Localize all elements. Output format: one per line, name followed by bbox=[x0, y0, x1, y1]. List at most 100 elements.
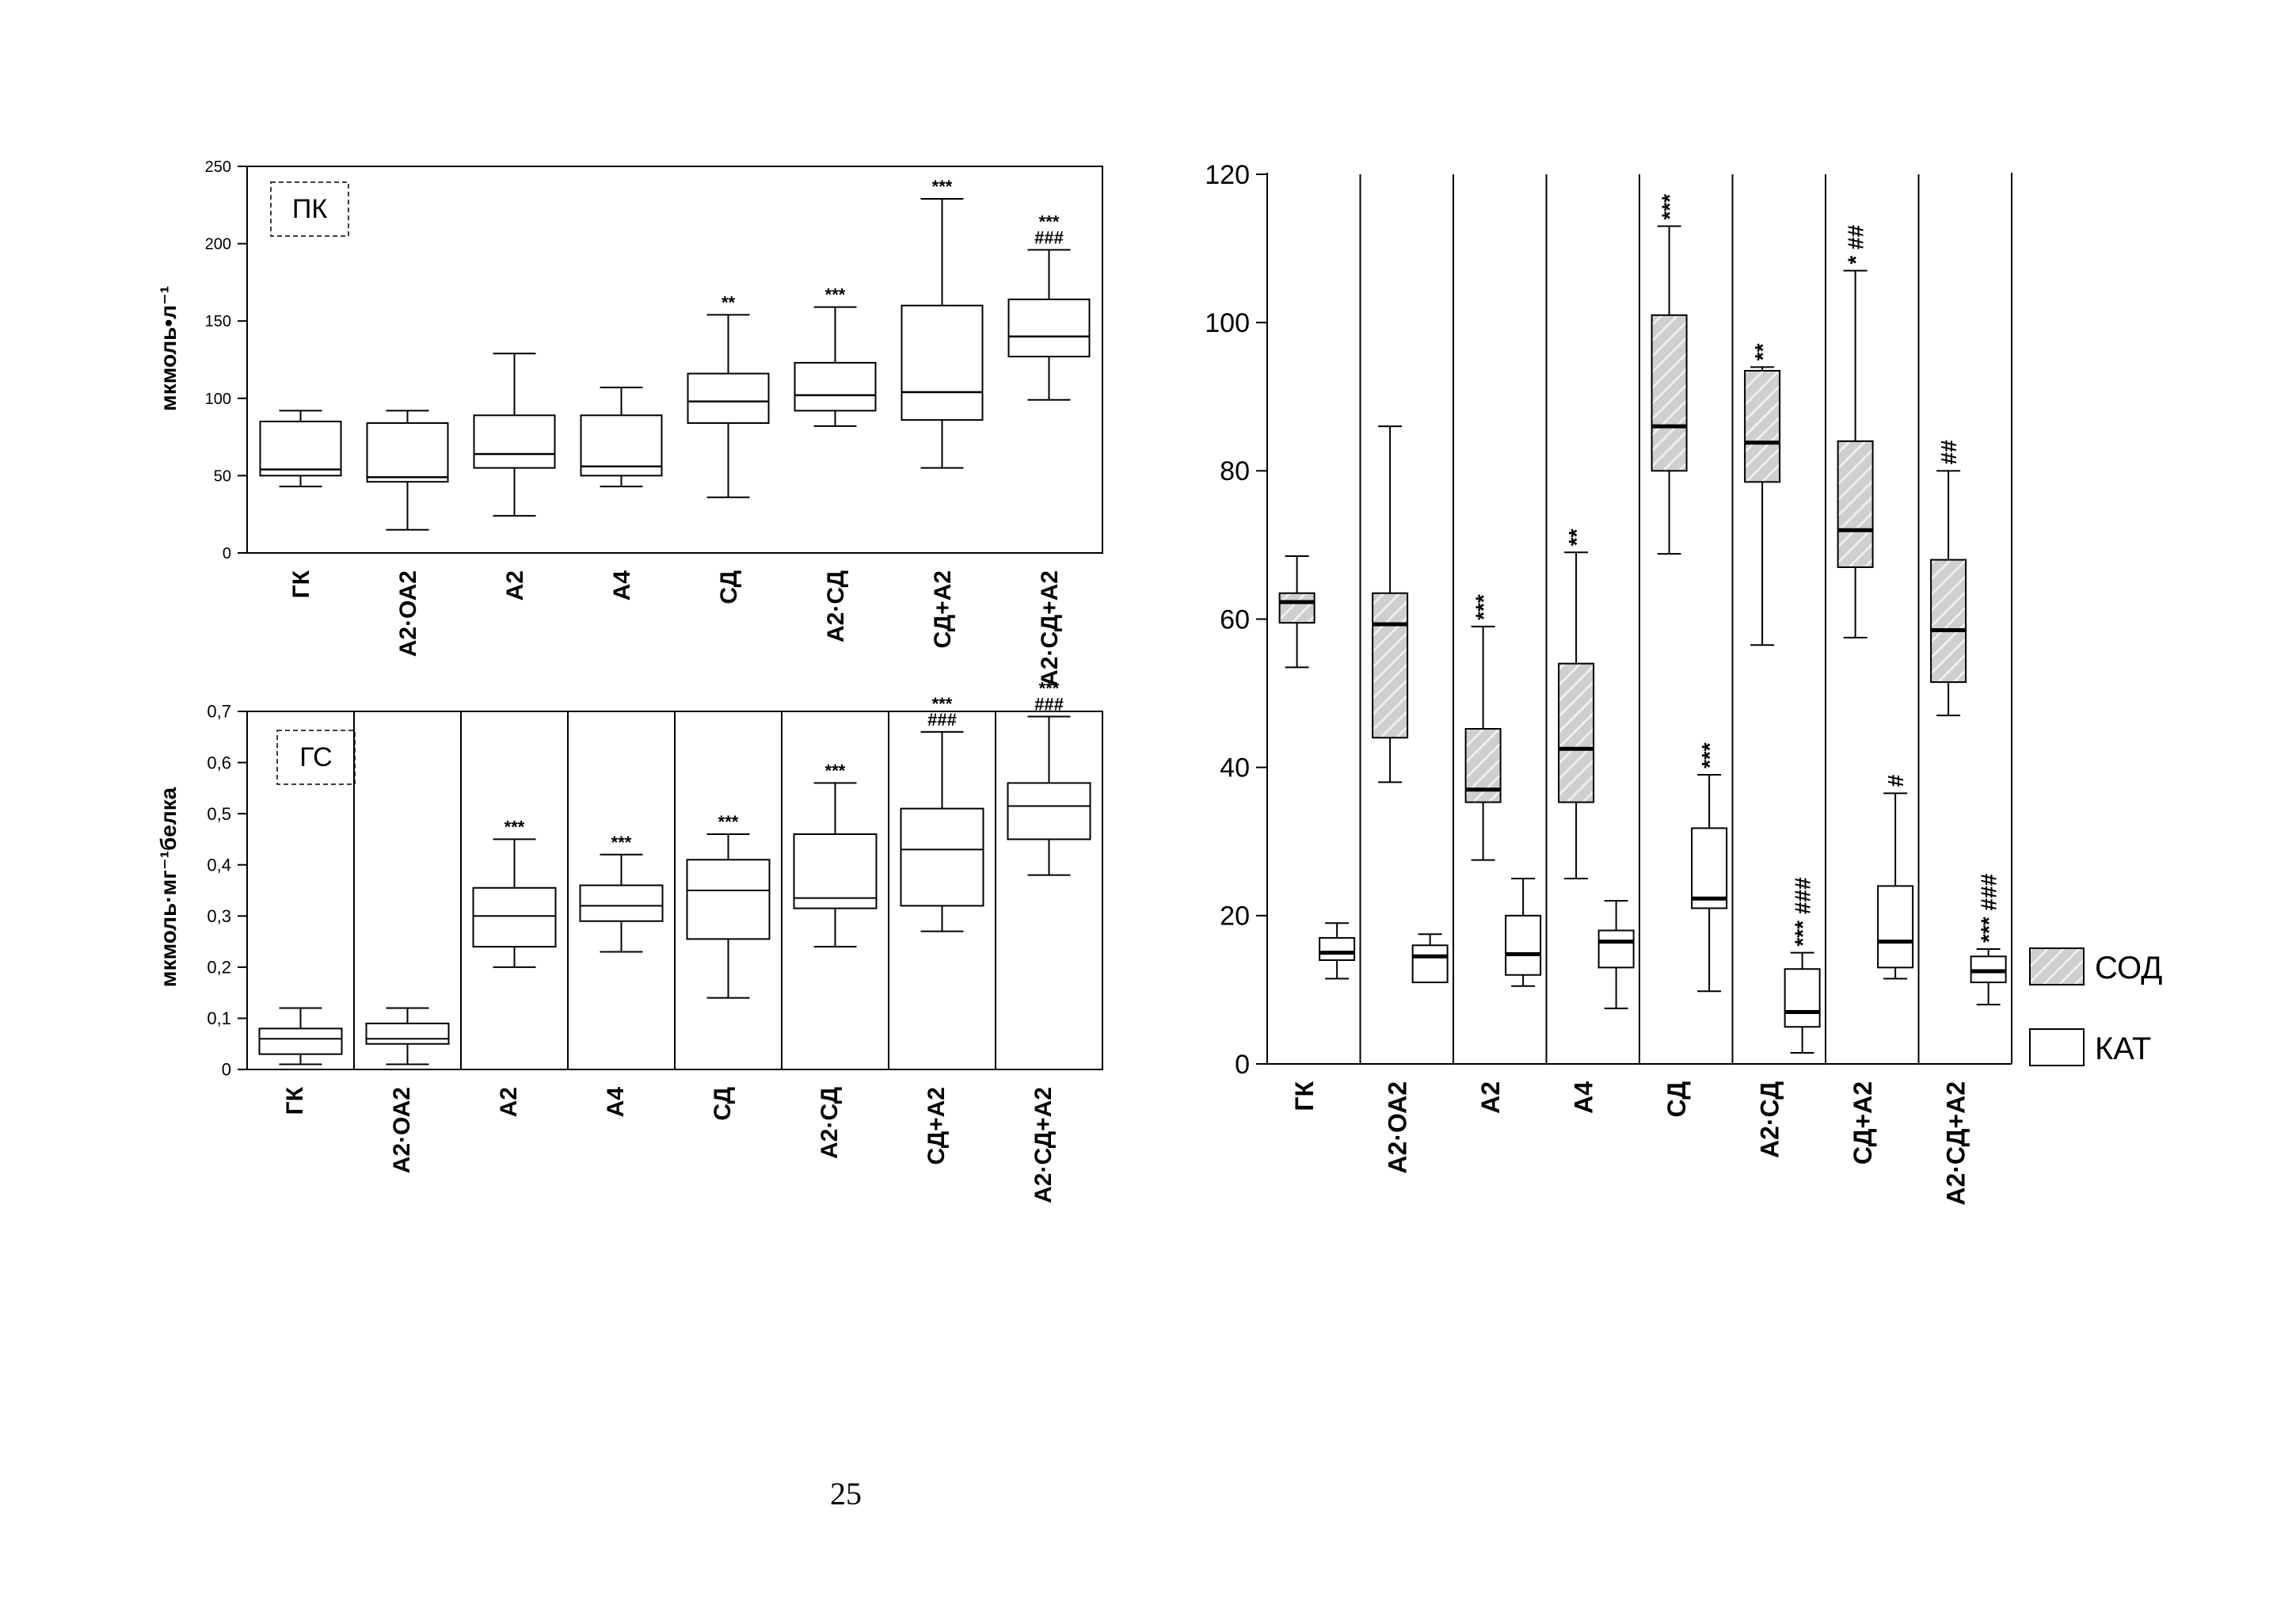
box bbox=[366, 422, 449, 483]
x-tick-label: СД+А2 bbox=[930, 570, 956, 649]
box bbox=[258, 1027, 343, 1055]
boxes: ** *********### bbox=[259, 177, 1091, 531]
x-tick-label: А2·СД bbox=[1755, 1081, 1784, 1158]
box bbox=[687, 372, 770, 425]
page-number: 25 bbox=[830, 1476, 862, 1512]
y-tick-label: 0,6 bbox=[207, 753, 231, 772]
box bbox=[259, 421, 342, 477]
y-tick-label: 0,5 bbox=[207, 804, 231, 824]
box bbox=[1007, 298, 1091, 358]
box bbox=[365, 1022, 450, 1045]
box bbox=[1278, 592, 1316, 624]
significance-marker: *** bbox=[1039, 212, 1060, 232]
legend-swatch-kat bbox=[2029, 1028, 2085, 1066]
x-axis: ГК А2·ОА2 А2 А4 СД А2·СД СД+А2 А2·СД+А2 bbox=[1290, 1081, 1970, 1206]
y-axis: 0 20 40 60 80 100 120 bbox=[1205, 160, 1267, 1080]
x-tick-label: А2·ОА2 bbox=[389, 1087, 415, 1173]
significance-marker: *** bbox=[505, 817, 525, 837]
panel-label: ГС bbox=[299, 742, 332, 772]
significance-marker: *** bbox=[1657, 194, 1681, 220]
box bbox=[1007, 782, 1091, 841]
panel-label-frame bbox=[276, 730, 356, 785]
significance-marker: ## bbox=[1936, 440, 1961, 465]
significance-marker: ** bbox=[722, 292, 736, 312]
y-tick-label: 0 bbox=[1235, 1050, 1250, 1080]
x-tick-label: СД bbox=[710, 1087, 736, 1121]
y-tick-label: 100 bbox=[205, 391, 231, 408]
box bbox=[1505, 914, 1542, 976]
significance-marker: *** bbox=[825, 285, 846, 305]
legend-label-sod: СОД bbox=[2095, 951, 2162, 985]
y-tick-label: 0,7 bbox=[207, 702, 231, 722]
plot-frame bbox=[246, 166, 1103, 554]
x-tick-label: А2·ОА2 bbox=[1383, 1081, 1411, 1174]
box bbox=[1372, 592, 1409, 739]
significance-marker: *** bbox=[1471, 594, 1495, 620]
x-tick-label: ГК bbox=[282, 1086, 308, 1115]
legend-swatch-sod bbox=[2029, 947, 2085, 985]
box bbox=[900, 807, 984, 907]
y-axis-label: мкмоль•л⁻¹ bbox=[156, 286, 181, 411]
y-axis: 0 50 100 150 200 250 bbox=[205, 158, 247, 562]
box bbox=[1837, 440, 1874, 568]
y-axis: 0 0,1 0,2 0,3 0,4 0,5 0,6 0,7 bbox=[207, 702, 247, 1080]
significance-marker: *** bbox=[825, 761, 846, 780]
x-tick-label: А4 bbox=[609, 570, 635, 601]
box bbox=[901, 304, 984, 421]
box bbox=[686, 859, 771, 940]
x-tick-label: А2·СД+А2 bbox=[1941, 1081, 1970, 1206]
significance-marker: ### bbox=[1034, 694, 1064, 714]
x-tick-label: А2 bbox=[502, 570, 528, 600]
y-tick-label: 250 bbox=[205, 158, 231, 176]
box bbox=[794, 361, 877, 412]
y-tick-label: 0 bbox=[222, 1060, 231, 1080]
significance-marker: ** bbox=[1564, 528, 1589, 546]
x-axis: ГК А2·ОА2 А2 А4 СД А2·СД СД+А2 А2·СД+А2 bbox=[288, 570, 1063, 687]
significance-marker: *** ### bbox=[1790, 877, 1814, 947]
x-tick-label: СД bbox=[1662, 1081, 1691, 1118]
panel-label: ПК bbox=[292, 194, 327, 224]
y-tick-label: 40 bbox=[1220, 753, 1250, 783]
significance-marker: # bbox=[1883, 774, 1908, 787]
x-tick-label: ГК bbox=[288, 570, 314, 598]
box bbox=[793, 833, 878, 909]
group-separators bbox=[353, 711, 996, 1069]
y-tick-label: 0,2 bbox=[207, 958, 231, 978]
box bbox=[1744, 369, 1781, 483]
y-tick-label: 50 bbox=[214, 467, 231, 485]
box bbox=[473, 414, 556, 469]
x-axis: ГК А2·ОА2 А2 А4 СД А2·СД СД+А2 А2·СД+А2 bbox=[282, 1086, 1057, 1203]
box bbox=[1411, 944, 1449, 984]
box bbox=[1784, 968, 1821, 1028]
panel-label-frame bbox=[270, 181, 349, 237]
legend: СОД КАТ bbox=[2029, 947, 2162, 1066]
x-tick-label: СД bbox=[716, 570, 742, 604]
x-tick-label: А2 bbox=[1476, 1081, 1505, 1114]
significance-marker: *** bbox=[1697, 742, 1722, 768]
significance-marker: *** bbox=[932, 177, 953, 196]
box bbox=[579, 884, 664, 922]
box bbox=[1558, 662, 1595, 803]
y-tick-label: 20 bbox=[1220, 902, 1250, 932]
box bbox=[1691, 827, 1728, 909]
legend-label-kat: КАТ bbox=[2095, 1031, 2151, 1066]
significance-marker: ### bbox=[927, 710, 957, 730]
x-tick-label: А2·СД+А2 bbox=[1037, 570, 1063, 687]
significance-marker: *** bbox=[1039, 679, 1060, 699]
x-tick-label: СД+А2 bbox=[1849, 1081, 1877, 1165]
x-tick-label: А4 bbox=[1569, 1081, 1597, 1114]
x-tick-label: А2 bbox=[496, 1087, 522, 1117]
y-tick-label: 60 bbox=[1220, 604, 1250, 635]
box bbox=[1597, 929, 1635, 969]
y-tick-label: 80 bbox=[1220, 456, 1250, 486]
box bbox=[472, 886, 557, 948]
boxes: ***************###***### bbox=[258, 679, 1091, 1066]
y-tick-label: 0,4 bbox=[207, 855, 231, 875]
x-tick-label: А2·СД bbox=[817, 1087, 843, 1159]
significance-marker: ### bbox=[1034, 227, 1064, 247]
y-tick-label: 0 bbox=[223, 545, 231, 562]
box bbox=[1651, 314, 1688, 472]
y-tick-label: 200 bbox=[205, 236, 231, 254]
